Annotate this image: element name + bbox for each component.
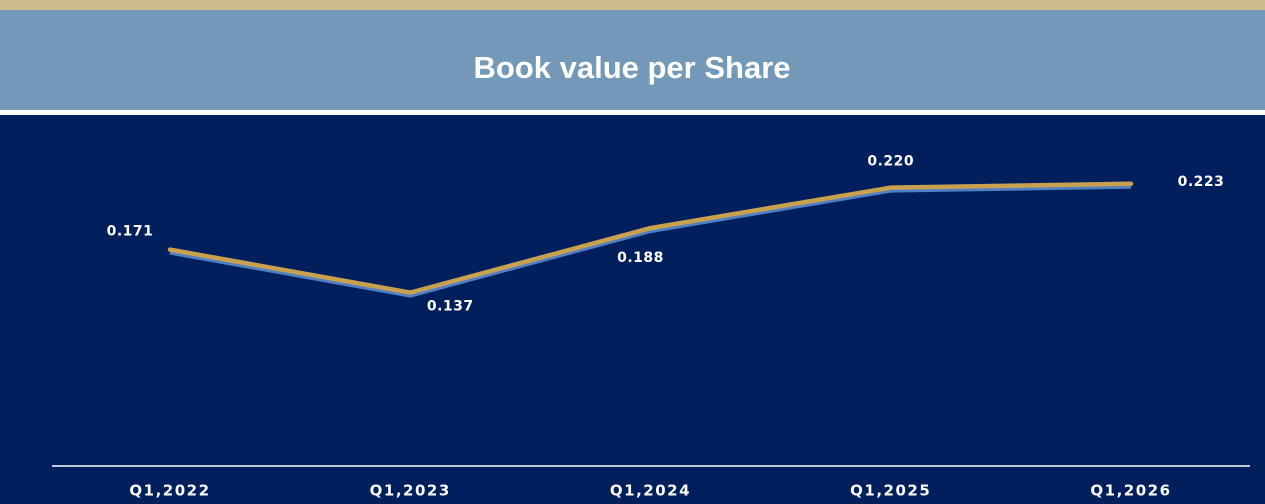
x-tick-label: Q1,2024 (610, 482, 691, 500)
x-tick-label: Q1,2025 (850, 482, 931, 500)
value-label: 0.137 (427, 299, 474, 315)
separator (0, 110, 1265, 115)
chart-title: Book value per Share (473, 50, 790, 85)
x-tick-label: Q1,2026 (1090, 482, 1171, 500)
header (0, 10, 1265, 110)
top-band (0, 0, 1265, 10)
value-label: 0.223 (1178, 174, 1225, 190)
plot-panel (0, 115, 1265, 504)
value-label: 0.188 (617, 250, 664, 266)
x-tick-label: Q1,2023 (370, 482, 451, 500)
x-tick-label: Q1,2022 (129, 482, 210, 500)
line-shadow (169, 184, 1132, 298)
data-line (167, 181, 1134, 295)
value-label: 0.220 (867, 154, 914, 170)
value-label: 0.171 (107, 224, 154, 240)
